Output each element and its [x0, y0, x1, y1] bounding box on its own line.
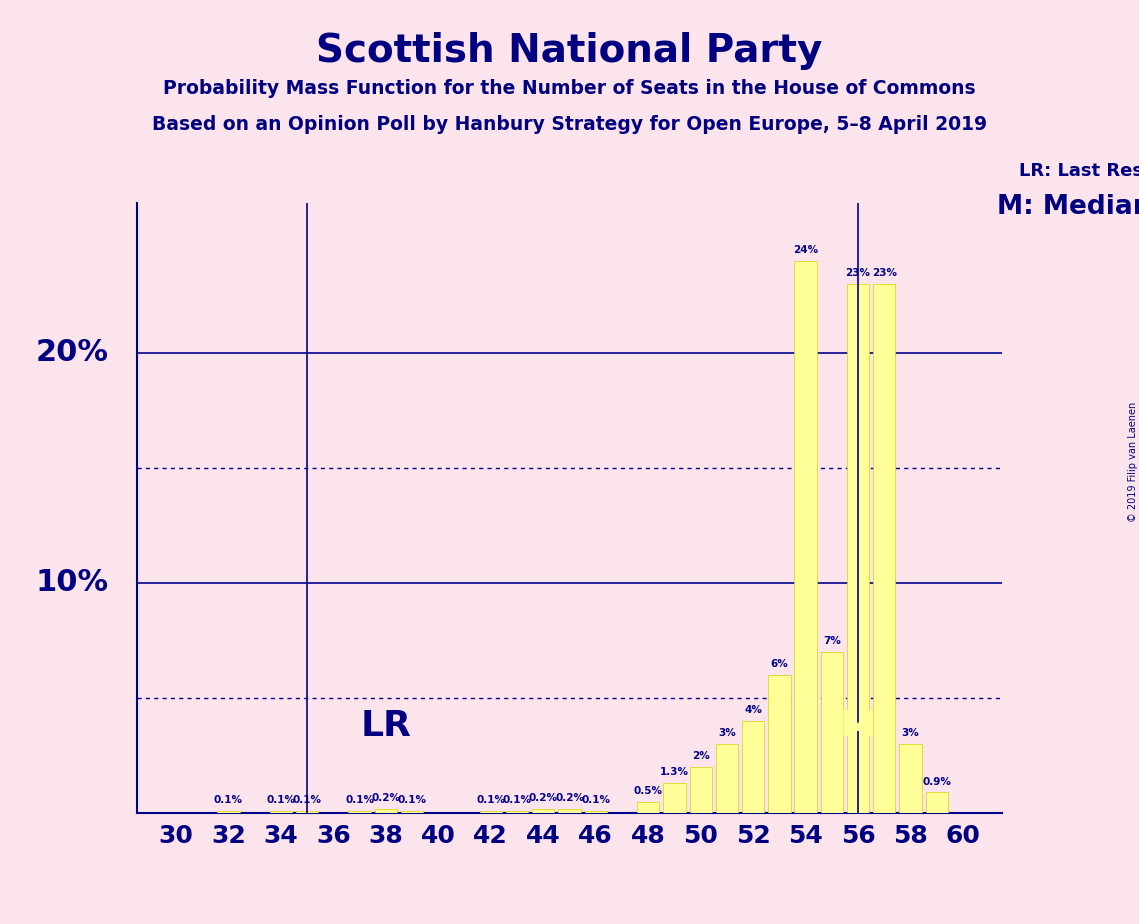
Bar [375, 808, 398, 813]
Text: 0.2%: 0.2% [528, 793, 558, 803]
Bar [506, 811, 528, 813]
Bar [926, 793, 948, 813]
Text: 23%: 23% [871, 268, 896, 278]
Text: 0.1%: 0.1% [345, 795, 374, 805]
Text: 0.1%: 0.1% [214, 795, 243, 805]
Bar [218, 811, 239, 813]
Text: 0.2%: 0.2% [555, 793, 584, 803]
Text: 0.1%: 0.1% [267, 795, 295, 805]
Text: 0.1%: 0.1% [502, 795, 532, 805]
Text: LR: LR [360, 709, 411, 743]
Text: 0.1%: 0.1% [581, 795, 611, 805]
Bar [480, 811, 502, 813]
Bar [689, 767, 712, 813]
Text: 20%: 20% [35, 338, 108, 368]
Bar [270, 811, 292, 813]
Text: 0.5%: 0.5% [633, 785, 663, 796]
Text: 0.1%: 0.1% [293, 795, 321, 805]
Text: 6%: 6% [770, 660, 788, 669]
Bar [558, 808, 581, 813]
Text: 24%: 24% [793, 245, 818, 255]
Bar [768, 675, 790, 813]
Bar [715, 744, 738, 813]
Text: 0.1%: 0.1% [398, 795, 427, 805]
Bar [401, 811, 424, 813]
Text: M: M [841, 709, 876, 743]
Text: 2%: 2% [691, 751, 710, 761]
Text: 7%: 7% [822, 637, 841, 646]
Text: 0.2%: 0.2% [371, 793, 401, 803]
Bar [663, 784, 686, 813]
Bar [821, 652, 843, 813]
Text: LR: Last Result: LR: Last Result [1019, 162, 1139, 179]
Text: 3%: 3% [718, 728, 736, 738]
Text: Scottish National Party: Scottish National Party [317, 32, 822, 70]
Bar [637, 802, 659, 813]
Text: 3%: 3% [902, 728, 919, 738]
Text: 0.1%: 0.1% [476, 795, 506, 805]
Text: 1.3%: 1.3% [659, 768, 689, 777]
Bar [584, 811, 607, 813]
Text: Based on an Opinion Poll by Hanbury Strategy for Open Europe, 5–8 April 2019: Based on an Opinion Poll by Hanbury Stra… [151, 115, 988, 134]
Bar [349, 811, 371, 813]
Text: 0.9%: 0.9% [923, 777, 951, 786]
Bar [296, 811, 318, 813]
Bar [900, 744, 921, 813]
Text: 10%: 10% [35, 568, 108, 598]
Bar [794, 261, 817, 813]
Text: 23%: 23% [845, 268, 870, 278]
Text: 4%: 4% [744, 705, 762, 715]
Bar [847, 284, 869, 813]
Bar [874, 284, 895, 813]
Text: M: Median: M: Median [997, 194, 1139, 220]
Text: Probability Mass Function for the Number of Seats in the House of Commons: Probability Mass Function for the Number… [163, 79, 976, 98]
Text: © 2019 Filip van Laenen: © 2019 Filip van Laenen [1129, 402, 1138, 522]
Bar [741, 721, 764, 813]
Bar [532, 808, 555, 813]
